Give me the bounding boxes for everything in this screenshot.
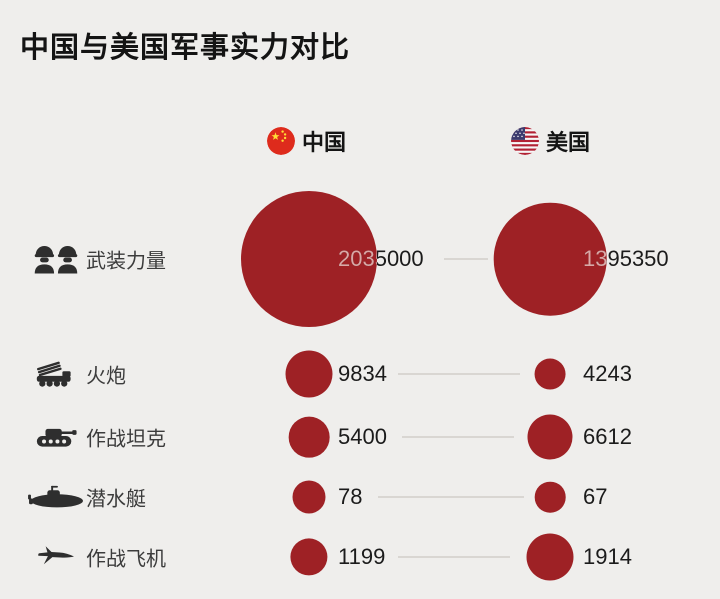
rocket-launcher-icon [28,360,84,389]
value-usa: 1395350 1395350 [583,246,669,271]
row-label: 潜水艇 [86,488,146,511]
row-submarines: 潜水艇 78 78 67 67 [0,465,720,529]
value-china: 78 78 [338,484,363,509]
bubble-usa [526,533,574,581]
row-artillery: 火炮 9834 9834 4243 4243 [0,342,720,406]
fighter-jet-icon [28,544,84,571]
value-usa: 4243 4243 [583,361,632,386]
value-china: 9834 9834 [338,361,387,386]
connector-line [398,556,510,558]
bubble-usa [534,358,566,390]
value-china: 1199 1199 [338,544,386,569]
page-title: 中国与美国军事实力对比 [20,32,351,64]
china-flag-icon [267,127,295,155]
bubble-china [288,416,330,458]
bubble-china [241,191,377,327]
value-china: 2035000 2035000 [338,246,424,271]
tank-icon [28,425,84,450]
value-usa: 1914 1914 [583,544,632,569]
connector-line [444,258,488,260]
column-header-usa: 美国 [511,126,590,156]
bubble-china [290,538,328,576]
bubble-china [292,480,326,514]
value-usa: 6612 6612 [583,424,632,449]
usa-flag-icon [511,127,539,155]
row-combat-tanks: 作战坦克 5400 5400 6612 6612 [0,405,720,469]
connector-line [398,373,520,375]
bubble-usa [527,414,573,460]
submarine-icon [28,484,84,510]
row-label: 作战坦克 [86,428,166,451]
column-label-usa: 美国 [546,130,591,155]
row-label: 作战飞机 [86,548,166,571]
soldiers-icon [28,245,84,274]
connector-line [402,436,514,438]
value-usa: 67 67 [583,484,608,509]
row-armed-forces: 武装力量 2035000 2035000 1395350 1395350 [0,184,720,334]
column-label-china: 中国 [302,130,347,155]
value-china: 5400 5400 [338,424,387,449]
bubble-usa [493,202,607,316]
bubble-usa [534,481,566,513]
row-combat-aircraft: 作战飞机 1199 1199 1914 1914 [0,525,720,589]
column-header-china: 中国 [267,126,346,156]
row-label: 武装力量 [86,250,166,273]
row-label: 火炮 [86,365,126,388]
connector-line [378,496,524,498]
bubble-china [285,350,333,398]
